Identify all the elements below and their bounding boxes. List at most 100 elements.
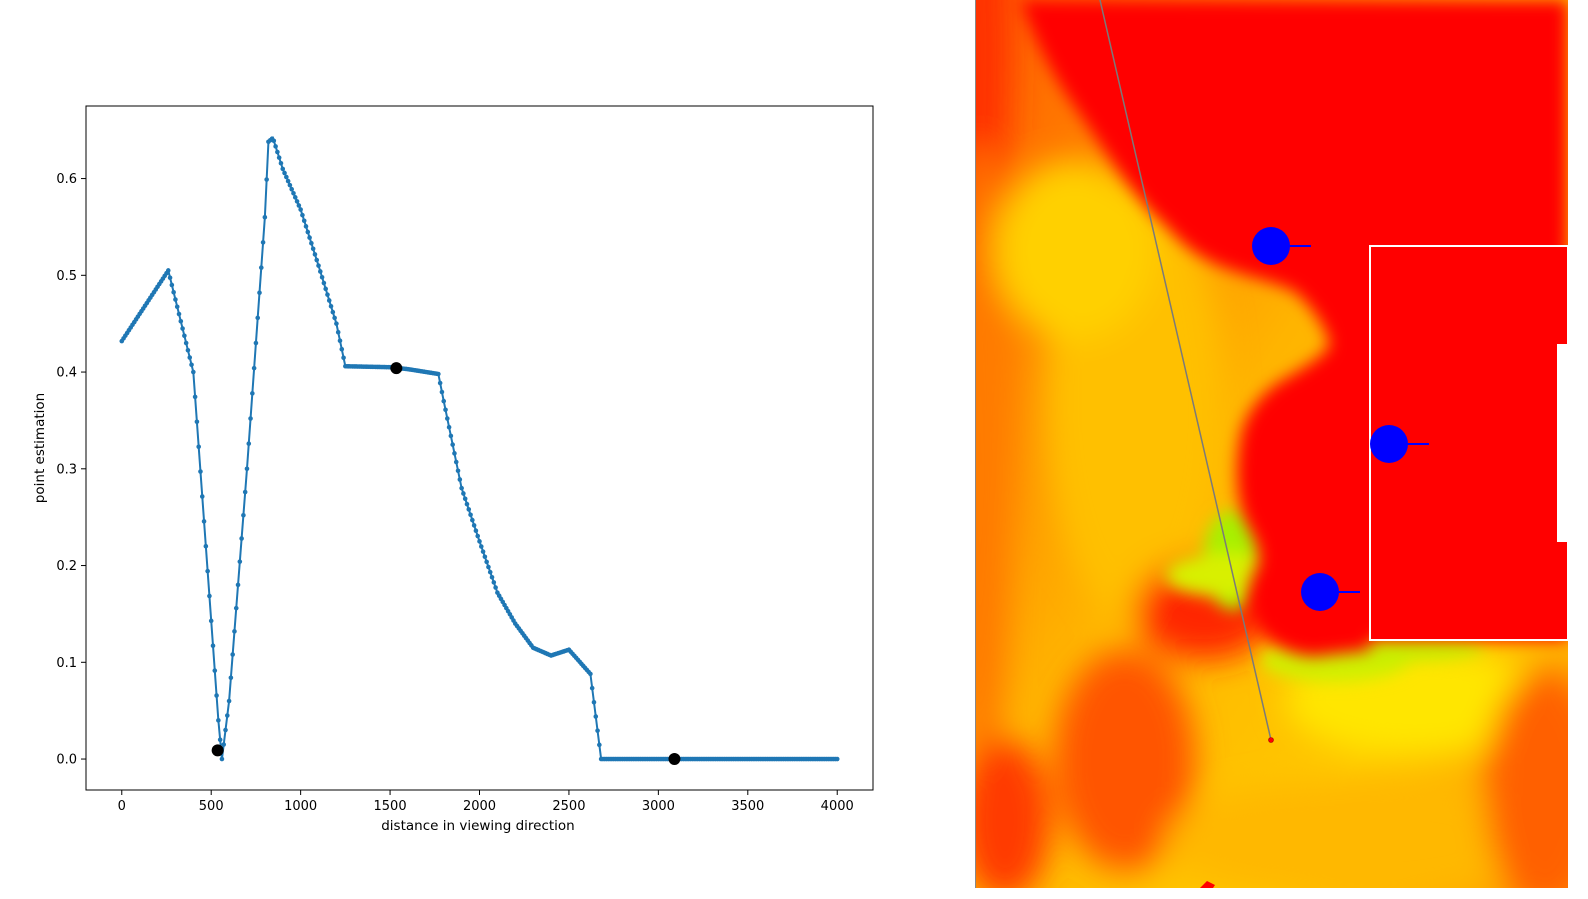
- data-point: [198, 469, 203, 474]
- data-point: [216, 718, 221, 723]
- highlighted-point: [668, 753, 681, 766]
- data-point: [468, 512, 473, 518]
- data-point: [230, 652, 235, 657]
- data-point: [199, 494, 205, 499]
- data-point: [314, 257, 320, 263]
- data-point: [303, 224, 309, 229]
- data-point: [289, 186, 294, 192]
- data-point: [237, 559, 243, 564]
- data-point: [470, 517, 475, 523]
- data-point: [453, 459, 459, 465]
- data-point: [464, 501, 470, 507]
- data-point: [284, 174, 289, 180]
- data-point: [323, 286, 328, 292]
- data-point: [834, 756, 840, 762]
- wall-segment: [1557, 344, 1568, 542]
- data-point: [205, 568, 210, 574]
- agent-circle: [1301, 573, 1339, 611]
- data-point: [597, 742, 602, 748]
- x-axis-ticks: 0 500 1000 1500 2000 2500 3000 3500 4000: [118, 790, 854, 814]
- data-point: [176, 311, 182, 317]
- data-point: [337, 338, 343, 344]
- data-point: [445, 416, 450, 421]
- data-point: [241, 512, 246, 518]
- data-point: [239, 536, 244, 541]
- data-point: [221, 742, 227, 747]
- data-point: [300, 212, 305, 218]
- x-tick-label: 2000: [463, 799, 496, 814]
- data-point: [226, 698, 232, 704]
- data-point: [248, 416, 253, 421]
- agent-1: [1252, 227, 1311, 265]
- heatmap-panel: [975, 0, 1568, 888]
- data-point: [484, 559, 489, 565]
- data-point: [203, 543, 209, 549]
- data-point: [167, 275, 173, 281]
- data-point: [489, 574, 495, 580]
- data-point: [294, 199, 300, 204]
- data-point: [436, 371, 441, 377]
- data-point: [228, 675, 234, 681]
- data-point: [482, 554, 488, 560]
- plot-frame: [85, 105, 874, 791]
- data-point: [475, 533, 481, 539]
- data-point: [309, 240, 314, 246]
- y-tick-label: 0.1: [56, 656, 77, 671]
- data-point: [441, 398, 447, 404]
- x-tick-label: 4000: [821, 799, 854, 814]
- data-point: [316, 263, 321, 268]
- series-layer: [119, 136, 840, 766]
- data-point: [180, 326, 185, 331]
- y-tick-label: 0.4: [56, 366, 77, 381]
- data-point: [275, 149, 280, 155]
- data-point: [189, 362, 194, 368]
- data-point: [457, 477, 463, 482]
- data-point: [235, 582, 241, 588]
- data-point: [178, 318, 184, 324]
- data-point: [271, 138, 277, 144]
- data-point: [296, 203, 302, 208]
- x-tick-label: 3000: [642, 799, 675, 814]
- data-point: [477, 539, 482, 544]
- data-point: [310, 246, 316, 252]
- x-tick-label: 500: [199, 799, 224, 814]
- data-point: [174, 304, 180, 310]
- data-point: [280, 166, 286, 172]
- data-point: [273, 144, 278, 149]
- data-point: [282, 170, 287, 176]
- data-point: [232, 629, 237, 634]
- data-point: [187, 355, 193, 360]
- data-point: [201, 519, 207, 524]
- data-point: [253, 340, 259, 346]
- y-axis-label: point estimation: [32, 393, 48, 503]
- data-point: [171, 289, 176, 295]
- data-point: [208, 618, 214, 624]
- data-point: [217, 737, 223, 742]
- data-point: [459, 485, 464, 491]
- data-point: [595, 728, 600, 733]
- data-point: [461, 491, 466, 496]
- highlighted-point: [390, 362, 403, 375]
- data-point: [330, 309, 336, 315]
- data-point: [165, 268, 171, 273]
- data-point: [291, 190, 296, 196]
- data-point: [448, 433, 454, 439]
- data-point: [319, 274, 325, 280]
- x-tick-label: 1500: [374, 799, 407, 814]
- data-point: [455, 468, 461, 474]
- data-point: [326, 298, 332, 303]
- data-point: [194, 419, 200, 425]
- data-point: [264, 177, 269, 182]
- data-point: [443, 407, 448, 413]
- data-point: [169, 282, 175, 288]
- data-point: [258, 265, 264, 270]
- data-point: [244, 466, 250, 472]
- agent-3: [1301, 573, 1360, 611]
- data-point: [276, 155, 282, 160]
- data-point: [192, 394, 198, 400]
- data-point: [487, 569, 493, 575]
- data-point: [173, 297, 178, 302]
- x-tick-label: 2500: [552, 799, 585, 814]
- x-tick-label: 1000: [284, 799, 317, 814]
- origin-point: [1268, 737, 1274, 743]
